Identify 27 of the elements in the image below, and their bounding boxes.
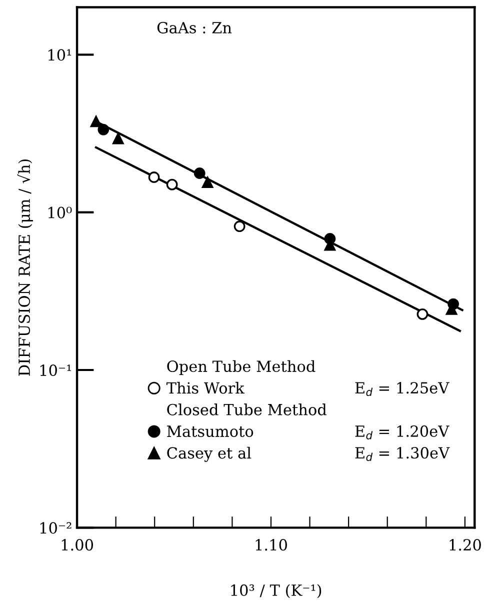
annotation: E$_{d}$ = 1.30eV (355, 447, 450, 462)
annotation: Open Tube Method (167, 360, 316, 376)
annotation: Closed Tube Method (167, 404, 326, 416)
y-axis-title: DIFFUSION RATE (μm / √h) (17, 160, 33, 376)
annotation: E$_{d}$ = 1.20eV (355, 425, 450, 440)
y-tick-label: 10⁻¹ (40, 364, 71, 376)
x-tick-label: 1.20 (450, 539, 481, 551)
point (166, 178, 178, 190)
y-tick-label: 10⁰ (48, 206, 72, 218)
legend-label: Casey et al (167, 446, 252, 462)
legend-label: Matsumoto (167, 426, 254, 438)
point (416, 308, 428, 320)
y-tick-label: 10¹ (48, 49, 71, 61)
point (194, 168, 206, 179)
point (234, 220, 246, 232)
point (202, 176, 214, 188)
annotation: GaAs : Zn (157, 22, 232, 34)
x-axis-title: 10³ / T (K⁻¹) (231, 584, 322, 598)
legend-label: This Work (166, 382, 244, 394)
x-tick-label: 1.10 (256, 539, 287, 551)
x-tick-label: 1.00 (62, 539, 94, 551)
point (148, 172, 160, 183)
point (112, 132, 124, 144)
y-tick-label: 10⁻² (40, 522, 72, 534)
point (98, 124, 110, 136)
point (90, 116, 102, 128)
annotation: E$_{d}$ = 1.25eV (355, 382, 450, 396)
